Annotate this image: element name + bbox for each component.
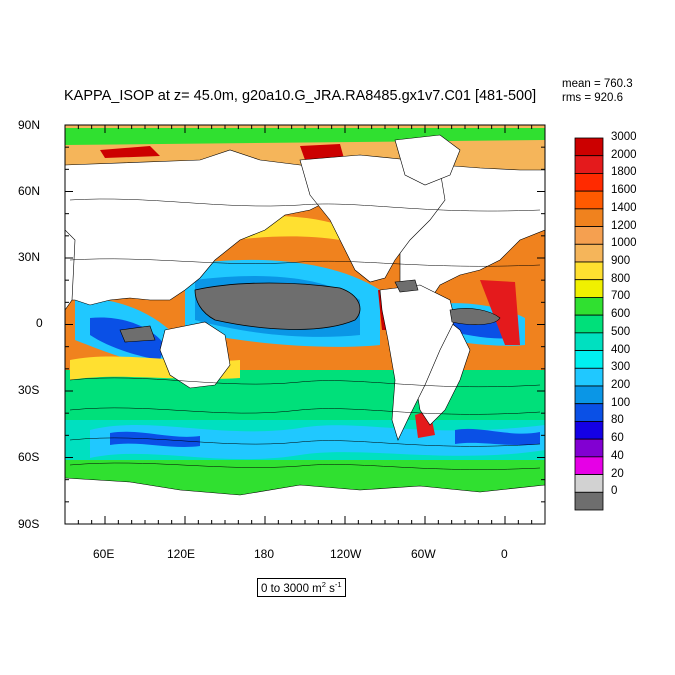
x-tick-label-60w: 60W (411, 547, 436, 561)
colorbar-swatch (574, 279, 604, 298)
colorbar-swatch (574, 474, 604, 493)
colorbar-label: 0 (611, 485, 618, 498)
mean-stat: mean = 760.3 (562, 78, 633, 90)
colorbar-swatch (574, 385, 604, 405)
x-tick-label-120w: 120W (330, 547, 362, 561)
colorbar-label: 40 (611, 449, 624, 462)
colorbar-swatch (574, 403, 604, 422)
map-field (65, 125, 545, 524)
colorbar-swatch (574, 208, 604, 227)
pacific-nodata (194, 282, 361, 330)
units-mid: s (325, 583, 335, 595)
caribbean-nodata (394, 279, 419, 293)
atlantic-nodata (449, 308, 501, 325)
x-tick-label-60e: 60E (93, 547, 115, 561)
y-tick-label-30s: 30S (18, 383, 40, 397)
colorbar-label: 20 (611, 467, 624, 480)
colorbar-label: 2000 (611, 148, 637, 161)
x-tick-label-120e: 120E (167, 547, 196, 561)
arctic-red-1 (100, 146, 160, 158)
colorbar-swatch (574, 421, 604, 440)
contour-lines (69, 198, 541, 470)
rms-stat: rms = 920.6 (562, 92, 624, 104)
colorbar-label: 300 (611, 361, 631, 374)
colorbar-swatch (574, 261, 604, 281)
colorbar-label: 1800 (611, 166, 637, 179)
colorbar-swatch (574, 491, 604, 511)
axis-ticks (64, 124, 546, 525)
colorbar-swatch (574, 367, 604, 387)
colorbar-label: 60 (611, 432, 624, 445)
x-tick-label-0: 0 (501, 547, 508, 561)
colorbar-label: 200 (611, 379, 631, 391)
colorbar-label: 800 (611, 272, 631, 285)
indian-nodata (119, 325, 156, 343)
colorbar-swatch (574, 438, 604, 458)
colorbar-swatch (574, 190, 604, 210)
y-tick-label-60s: 60S (18, 450, 40, 464)
y-tick-label-60n: 60N (18, 184, 41, 198)
units-text: 0 to 3000 m (261, 583, 322, 595)
units-label: 0 to 3000 m2 s-1 (257, 578, 346, 597)
colorbar-swatch (574, 243, 604, 263)
colorbar-swatch (574, 297, 604, 316)
units-exp2: -1 (334, 580, 342, 589)
colorbar-label: 600 (611, 308, 631, 321)
colorbar-label: 700 (611, 290, 631, 303)
colorbar-swatch (574, 350, 604, 369)
colorbar-swatch (574, 314, 604, 334)
acc-deep-blue-atl (455, 428, 540, 446)
colorbar-label: 1400 (611, 201, 637, 214)
colorbar-swatch (574, 137, 604, 157)
colorbar-swatch (574, 332, 604, 351)
y-tick-label-0: 0 (36, 316, 43, 330)
colorbar-label: 80 (611, 414, 624, 427)
x-tick-label-180: 180 (254, 547, 275, 561)
y-tick-label-90n: 90N (18, 118, 41, 132)
colorbar-swatch (574, 226, 604, 245)
colorbar-label: 3000 (611, 131, 637, 143)
colorbar-label: 1600 (611, 184, 637, 197)
y-tick-label-90s: 90S (18, 517, 40, 531)
units-exp1: 2 (321, 580, 326, 589)
nw-africa-red (480, 280, 520, 345)
colorbar-label: 400 (611, 343, 631, 356)
colorbar-swatch (574, 155, 604, 174)
colorbar-label: 1200 (611, 219, 637, 232)
colorbar-label: 1000 (611, 237, 637, 250)
plot-title: KAPPA_ISOP at z= 45.0m, g20a10.G_JRA.RA8… (64, 88, 537, 104)
colorbar-swatch (574, 456, 604, 475)
colorbar-label: 500 (611, 325, 631, 338)
land-mask (65, 134, 545, 524)
y-tick-label-30n: 30N (18, 250, 41, 264)
colorbar (574, 137, 604, 511)
colorbar-swatch (574, 173, 604, 192)
colorbar-label: 100 (611, 396, 631, 409)
colorbar-label: 900 (611, 255, 631, 267)
